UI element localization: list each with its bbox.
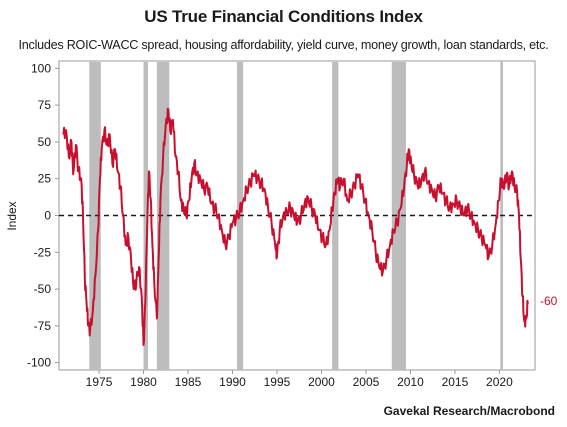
x-axis: 1975 1980 1985 1990 1995 2000 2005 2010 2015 2020 <box>86 370 513 389</box>
x-tick-label: 1980 <box>130 375 157 389</box>
y-tick-label: 50 <box>38 135 52 149</box>
x-tick-label: 1975 <box>86 375 113 389</box>
recession-band-3 <box>156 62 170 370</box>
y-tick-label: -100 <box>27 356 51 370</box>
y-tick-label: 0 <box>44 209 51 223</box>
y-tick-label: 100 <box>31 61 51 75</box>
x-tick-label: 2020 <box>486 375 513 389</box>
chart-title: US True Financial Conditions Index <box>144 7 423 26</box>
y-tick-label: 25 <box>38 172 52 186</box>
y-tick-label: 75 <box>38 98 52 112</box>
x-tick-label: 1995 <box>264 375 291 389</box>
x-tick-label: 1985 <box>175 375 202 389</box>
x-tick-label: 2010 <box>397 375 424 389</box>
end-value-label: -60 <box>540 294 558 308</box>
chart-subtitle: Includes ROIC-WACC spread, housing affor… <box>18 38 549 52</box>
recession-band-5 <box>332 62 339 370</box>
x-tick-label: 1990 <box>219 375 246 389</box>
y-tick-label: -75 <box>34 319 52 333</box>
y-axis-label: Index <box>5 201 19 230</box>
series-line <box>62 107 529 346</box>
source-note: Gavekal Research/Macrobond <box>383 404 555 418</box>
y-axis: 100 75 50 25 0 -25 -50 -75 -100 <box>27 61 59 370</box>
recession-band-2 <box>143 62 148 370</box>
x-tick-label: 2005 <box>353 375 380 389</box>
x-tick-label: 2015 <box>442 375 469 389</box>
y-tick-label: -50 <box>34 282 52 296</box>
y-tick-label: -25 <box>34 245 52 259</box>
x-tick-label: 2000 <box>308 375 335 389</box>
